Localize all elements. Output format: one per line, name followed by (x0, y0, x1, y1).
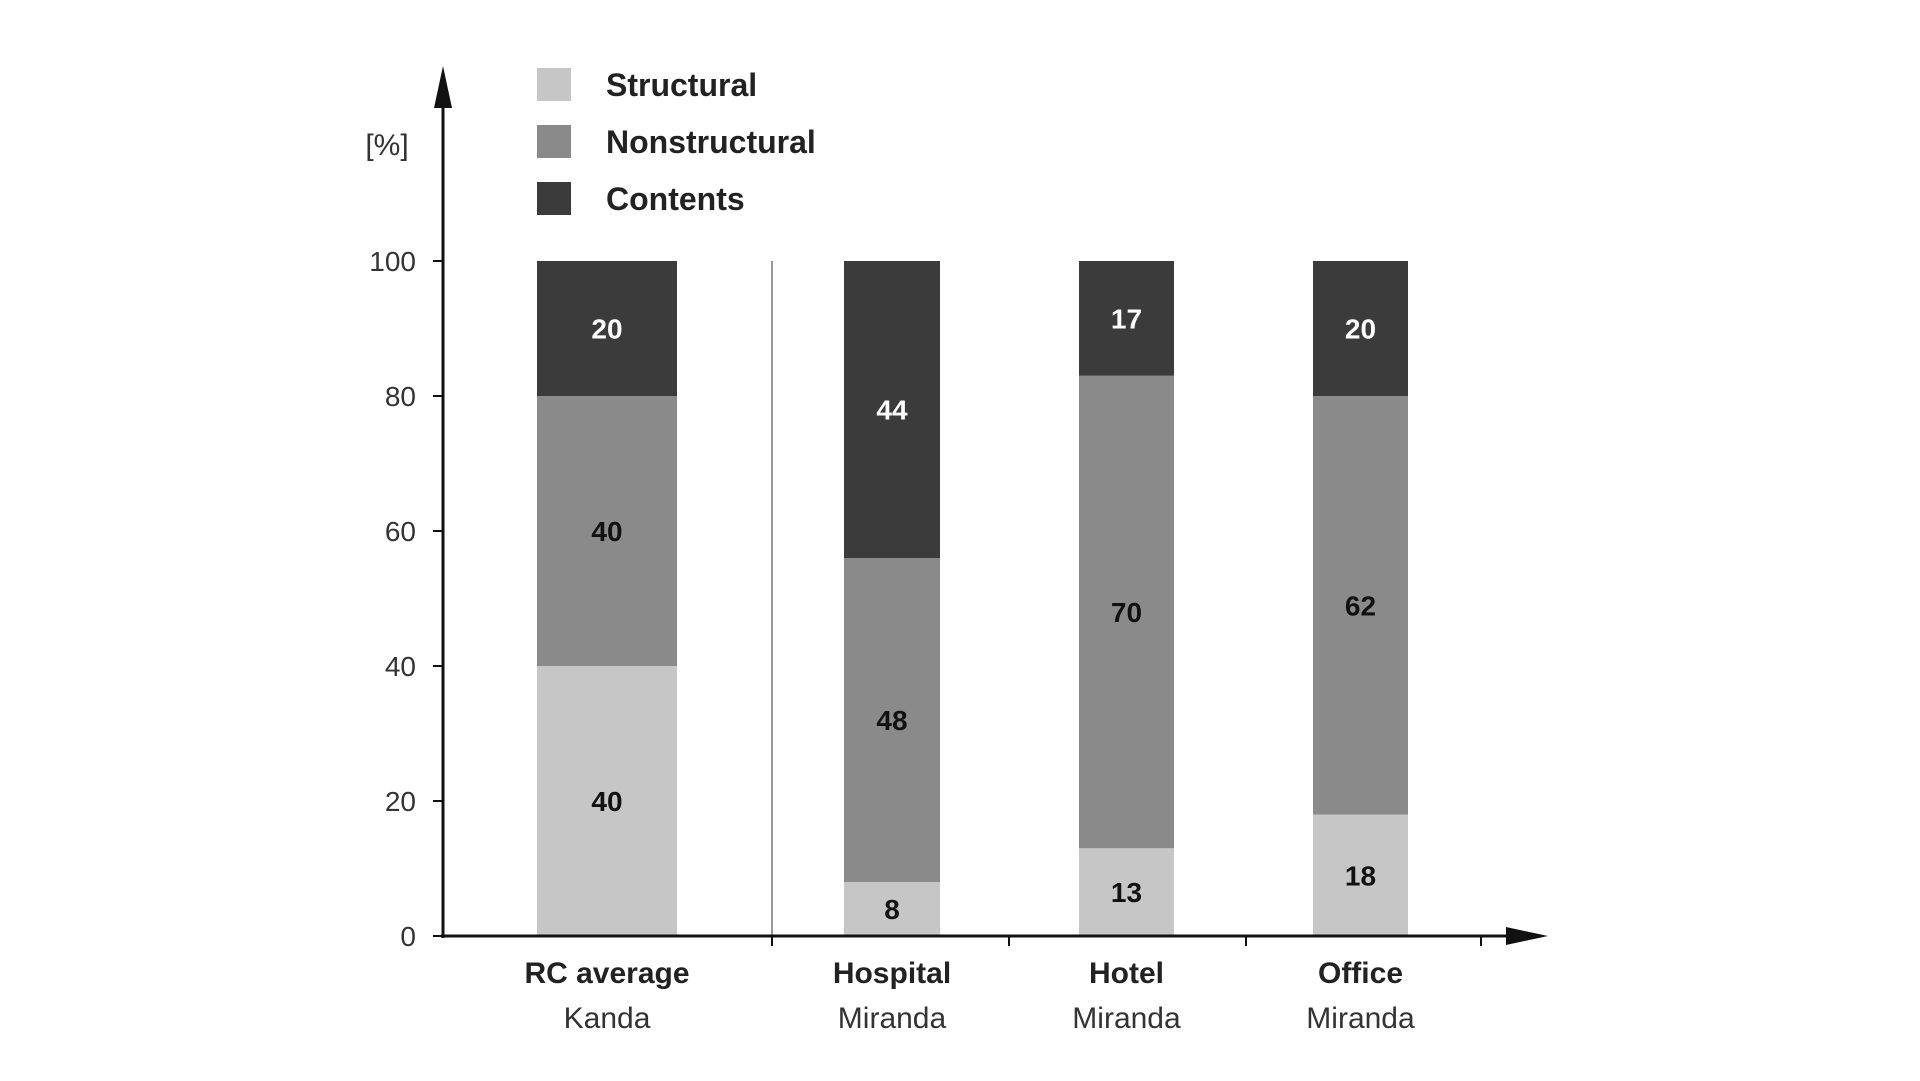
x-label-line1: Office (1318, 957, 1403, 990)
legend-swatch-structural (537, 68, 571, 101)
x-label-line1: Hospital (833, 957, 951, 990)
y-tick-label: 0 (400, 921, 416, 952)
x-label-line2: Miranda (1306, 1002, 1415, 1035)
legend-swatch-nonstructural (537, 125, 571, 158)
x-axis-ticks (771, 936, 1482, 946)
y-tick-label: 60 (385, 516, 416, 547)
x-label-line2: Kanda (564, 1002, 651, 1035)
x-axis-arrow (1506, 927, 1548, 945)
legend-label: Nonstructural (606, 124, 816, 160)
bar-segment-structural (844, 882, 940, 936)
data-label: 48 (876, 705, 907, 736)
bar-segment-contents (1079, 261, 1174, 376)
data-label: 13 (1111, 877, 1142, 908)
x-label-line1: Hotel (1089, 957, 1164, 990)
x-label-line2: Miranda (1072, 1002, 1181, 1035)
bar-segment-nonstructural (1313, 396, 1408, 815)
y-tick-label: 100 (369, 246, 416, 277)
bar-segment-contents (1313, 261, 1408, 396)
x-label-line1: RC average (524, 957, 689, 990)
data-label: 20 (591, 314, 622, 345)
legend-label: Structural (606, 67, 757, 103)
data-label: 40 (591, 516, 622, 547)
y-ticks: 0 20 40 60 80 100 (369, 246, 443, 952)
bar-segment-nonstructural (844, 558, 940, 882)
bars: 40 40 20 8 48 44 13 70 17 18 62 20 (537, 261, 1408, 936)
legend-label: Contents (606, 181, 745, 217)
bar-segment-contents (537, 261, 677, 396)
y-axis-label: [%] (365, 129, 408, 162)
data-label: 8 (884, 894, 900, 925)
x-label-line2: Miranda (838, 1002, 947, 1035)
y-tick-label: 20 (385, 786, 416, 817)
bar-segment-structural (1079, 848, 1174, 936)
data-label: 20 (1345, 314, 1376, 345)
bar-segment-nonstructural (537, 396, 677, 666)
y-axis-arrow (434, 66, 452, 108)
data-label: 62 (1345, 590, 1376, 621)
y-tick-label: 40 (385, 651, 416, 682)
bar-segment-contents (844, 261, 940, 558)
bar-segment-structural (1313, 814, 1408, 936)
data-label: 70 (1111, 597, 1142, 628)
bar-segment-structural (537, 666, 677, 936)
legend-swatch-contents (537, 182, 571, 215)
bar-segment-nonstructural (1079, 375, 1174, 849)
y-tick-label: 80 (385, 381, 416, 412)
data-label: 44 (876, 395, 908, 426)
legend: Structural Nonstructural Contents (537, 67, 816, 217)
data-label: 40 (591, 786, 622, 817)
data-label: 18 (1345, 860, 1376, 891)
data-label: 17 (1111, 303, 1142, 334)
x-labels: RC average Kanda Hospital Miranda Hotel Miran… (524, 957, 1415, 1035)
